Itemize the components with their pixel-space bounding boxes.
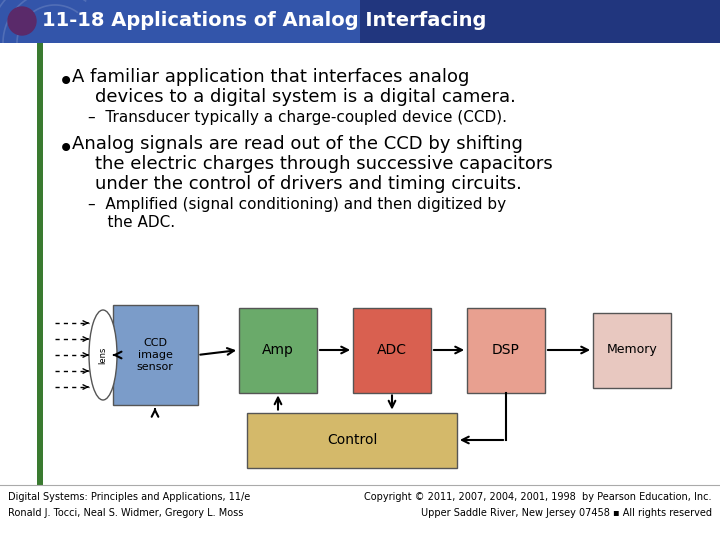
Text: under the control of drivers and timing circuits.: under the control of drivers and timing … <box>72 175 522 193</box>
Bar <box>247 413 457 468</box>
Circle shape <box>8 7 36 35</box>
Text: the ADC.: the ADC. <box>88 215 175 230</box>
Text: 11-18 Applications of Analog Interfacing: 11-18 Applications of Analog Interfacing <box>42 11 487 30</box>
Text: Copyright © 2011, 2007, 2004, 2001, 1998  by Pearson Education, Inc.: Copyright © 2011, 2007, 2004, 2001, 1998… <box>364 492 712 502</box>
Text: Amp: Amp <box>262 343 294 357</box>
Bar <box>239 307 317 393</box>
Text: A familiar application that interfaces analog: A familiar application that interfaces a… <box>72 68 469 86</box>
Bar <box>0 485 720 540</box>
Bar <box>353 307 431 393</box>
Bar <box>43 43 720 485</box>
Ellipse shape <box>89 310 117 400</box>
Text: Control: Control <box>327 433 377 447</box>
Text: –  Amplified (signal conditioning) and then digitized by: – Amplified (signal conditioning) and th… <box>88 197 506 212</box>
Text: Upper Saddle River, New Jersey 07458 ▪ All rights reserved: Upper Saddle River, New Jersey 07458 ▪ A… <box>421 508 712 518</box>
Text: devices to a digital system is a digital camera.: devices to a digital system is a digital… <box>72 88 516 106</box>
Text: •: • <box>58 68 74 96</box>
Bar <box>37 43 43 485</box>
Text: DSP: DSP <box>492 343 520 357</box>
Text: Ronald J. Tocci, Neal S. Widmer, Gregory L. Moss: Ronald J. Tocci, Neal S. Widmer, Gregory… <box>8 508 243 518</box>
Text: –  Transducer typically a charge-coupled device (CCD).: – Transducer typically a charge-coupled … <box>88 110 507 125</box>
Text: lens: lens <box>99 346 107 363</box>
Text: •: • <box>58 135 74 163</box>
Bar <box>0 0 720 43</box>
Text: the electric charges through successive capacitors: the electric charges through successive … <box>72 155 553 173</box>
Bar <box>360 0 720 43</box>
Text: ADC: ADC <box>377 343 407 357</box>
Text: Memory: Memory <box>607 343 657 356</box>
Text: CCD
image
sensor: CCD image sensor <box>137 339 174 372</box>
Bar <box>467 307 545 393</box>
Bar <box>112 305 197 405</box>
Text: Digital Systems: Principles and Applications, 11/e: Digital Systems: Principles and Applicat… <box>8 492 251 502</box>
Text: Analog signals are read out of the CCD by shifting: Analog signals are read out of the CCD b… <box>72 135 523 153</box>
Bar <box>593 313 671 388</box>
